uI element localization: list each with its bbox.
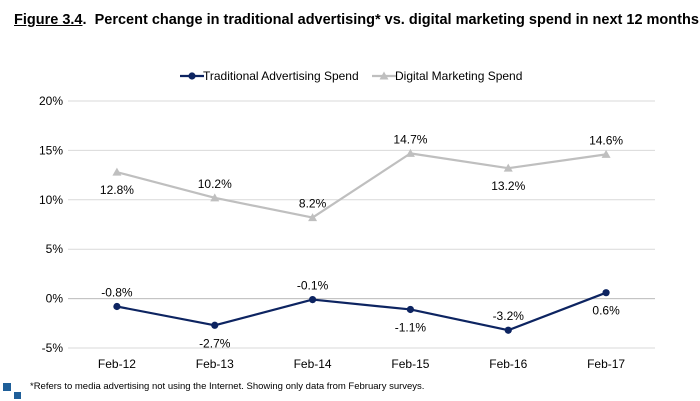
x-tick-label: Feb-17 <box>587 357 625 371</box>
data-point-marker <box>211 321 219 329</box>
legend-label: Traditional Advertising Spend <box>203 69 359 83</box>
data-label: 14.7% <box>393 132 427 146</box>
data-label: 14.6% <box>589 133 623 147</box>
data-label: -0.1% <box>297 279 329 293</box>
data-point-marker <box>210 193 220 202</box>
decorative-square <box>14 392 21 399</box>
footnote: *Refers to media advertising not using t… <box>30 381 425 392</box>
legend-marker <box>379 71 389 80</box>
x-tick-label: Feb-13 <box>196 357 234 371</box>
data-label: 13.2% <box>491 179 525 193</box>
y-tick-label: -5% <box>42 341 64 355</box>
data-point-marker <box>308 213 318 222</box>
x-tick-label: Feb-14 <box>294 357 332 371</box>
figure-title-text: Percent change in traditional advertisin… <box>94 12 699 28</box>
x-tick-label: Feb-16 <box>489 357 527 371</box>
data-point-marker <box>601 149 611 158</box>
data-label: -0.8% <box>101 286 133 300</box>
data-label: 10.2% <box>198 177 232 191</box>
data-label: 0.6% <box>592 304 620 318</box>
y-tick-label: 10% <box>39 193 63 207</box>
figure-title: Figure 3.4. Percent change in traditiona… <box>14 12 699 28</box>
figure-title-separator: . <box>82 12 95 28</box>
data-label: 8.2% <box>299 197 327 211</box>
y-tick-label: 20% <box>39 94 63 108</box>
data-point-marker <box>405 148 415 157</box>
data-point-marker <box>113 302 121 311</box>
x-tick-label: Feb-12 <box>98 357 136 371</box>
legend-label: Digital Marketing Spend <box>395 69 522 83</box>
legend-marker <box>188 72 196 80</box>
data-label: -2.7% <box>199 336 231 350</box>
data-point-marker <box>112 167 122 176</box>
series-line <box>116 152 607 219</box>
data-label: -1.1% <box>395 320 427 334</box>
data-point-marker <box>602 289 610 297</box>
data-label: 12.8% <box>100 183 134 197</box>
decorative-square <box>3 383 11 391</box>
series-line <box>116 291 607 332</box>
data-point-marker <box>308 295 317 304</box>
data-label: -3.2% <box>493 309 525 323</box>
data-point-marker <box>504 326 512 334</box>
data-point-marker <box>406 305 415 314</box>
y-tick-label: 0% <box>46 292 64 306</box>
figure-number: Figure 3.4 <box>14 12 83 28</box>
y-tick-label: 15% <box>39 143 63 157</box>
data-point-marker <box>503 163 513 172</box>
x-tick-label: Feb-15 <box>391 357 429 371</box>
y-tick-label: 5% <box>46 242 64 256</box>
